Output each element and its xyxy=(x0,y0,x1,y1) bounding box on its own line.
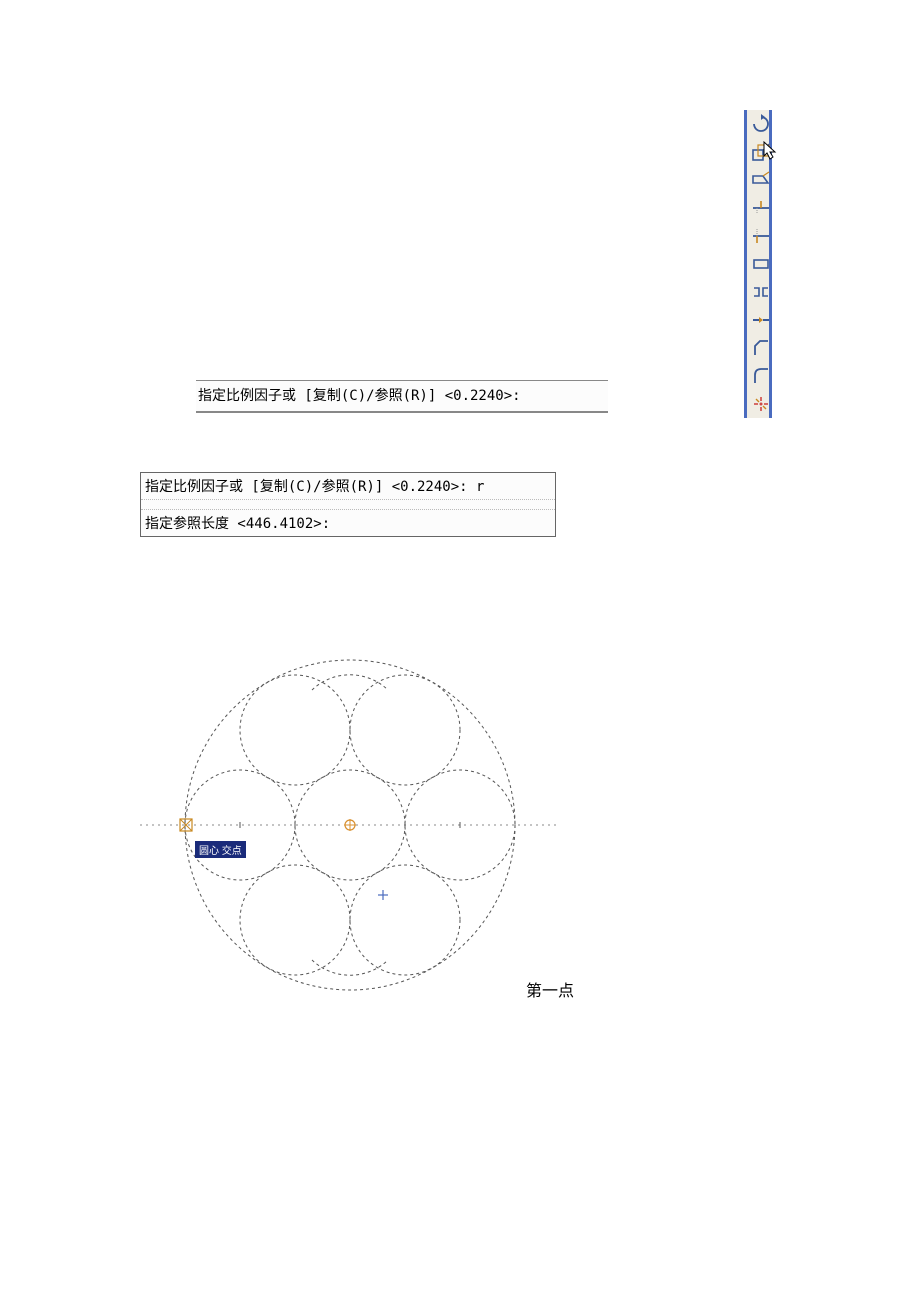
command-text-3: 指定参照长度 <446.4102>: xyxy=(141,510,555,536)
command-box: 指定比例因子或 [复制(C)/参照(R)] <0.2240>: r 指定参照长度… xyxy=(140,472,556,537)
break-at-point-button[interactable] xyxy=(747,250,775,278)
rotate-icon xyxy=(751,114,771,134)
command-text-1: 指定比例因子或 [复制(C)/参照(R)] <0.2240>: xyxy=(198,388,521,404)
drawing-area[interactable]: 圆心 交点 xyxy=(140,655,560,1015)
command-spacer xyxy=(141,500,555,510)
command-text-2: 指定比例因子或 [复制(C)/参照(R)] <0.2240>: r xyxy=(141,473,555,500)
fillet-icon xyxy=(751,366,771,386)
rotate-button[interactable] xyxy=(747,110,775,138)
break-at-point-icon xyxy=(751,254,771,274)
break-button[interactable] xyxy=(747,278,775,306)
chamfer-button[interactable] xyxy=(747,334,775,362)
break-icon xyxy=(751,282,771,302)
extend-icon xyxy=(751,226,771,246)
circle-packing-diagram xyxy=(140,655,560,1015)
chamfer-icon xyxy=(751,338,771,358)
join-icon xyxy=(751,310,771,330)
fillet-button[interactable] xyxy=(747,362,775,390)
stretch-icon xyxy=(751,170,771,190)
command-prompt-1: 指定比例因子或 [复制(C)/参照(R)] <0.2240>: xyxy=(196,380,608,413)
stretch-button[interactable] xyxy=(747,166,775,194)
explode-button[interactable] xyxy=(747,390,775,418)
join-button[interactable] xyxy=(747,306,775,334)
trim-button[interactable] xyxy=(747,194,775,222)
trim-icon xyxy=(751,198,771,218)
extend-button[interactable] xyxy=(747,222,775,250)
snap-tooltip: 圆心 交点 xyxy=(195,841,246,858)
explode-icon xyxy=(751,394,771,414)
caption-label: 第一点 xyxy=(526,977,574,1001)
cursor-icon xyxy=(762,140,780,162)
